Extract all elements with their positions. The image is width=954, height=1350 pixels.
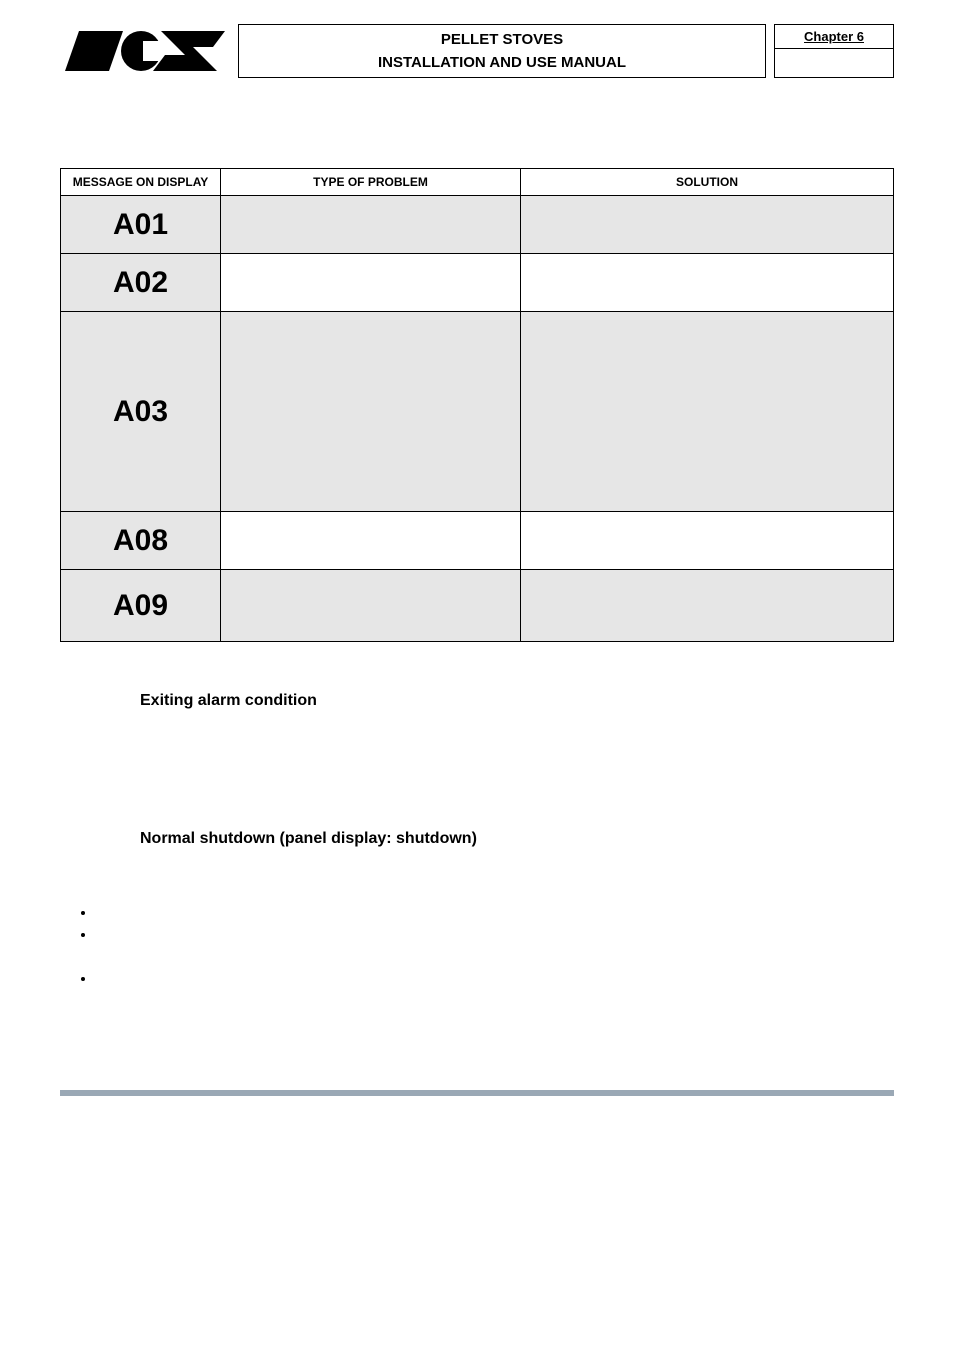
table-row: A01 (61, 196, 894, 254)
alarm-solution-cell (521, 196, 894, 254)
alarm-type-cell (221, 196, 521, 254)
page-header: PELLET STOVES INSTALLATION AND USE MANUA… (60, 24, 894, 78)
col-header-solution: SOLUTION (521, 169, 894, 196)
alarm-type-cell (521, 254, 894, 312)
chapter-column: Chapter 6 (774, 24, 894, 78)
list-item (96, 904, 894, 924)
section-heading-exit-alarm: Exiting alarm condition (140, 692, 894, 710)
alarm-type-cell (221, 570, 521, 642)
list-item (96, 926, 894, 946)
alarm-type-cell (221, 512, 521, 570)
alarm-solution-cell (521, 570, 894, 642)
alarm-solution-cell (521, 312, 894, 512)
table-header-row: MESSAGE ON DISPLAY TYPE OF PROBLEM SOLUT… (61, 169, 894, 196)
alarm-code: A01 (61, 196, 221, 254)
list-item (96, 970, 894, 990)
footer-divider (60, 1090, 894, 1096)
alarm-solution-cell (521, 512, 894, 570)
table-row: A09 (61, 570, 894, 642)
manual-title-line2: INSTALLATION AND USE MANUAL (245, 52, 759, 73)
alarm-table-body: A01 A02 A03 A08 A09 (61, 196, 894, 642)
alarm-type-cell (221, 312, 521, 512)
chapter-label: Chapter 6 (774, 24, 894, 49)
alarm-table: MESSAGE ON DISPLAY TYPE OF PROBLEM SOLUT… (60, 168, 894, 642)
page: PELLET STOVES INSTALLATION AND USE MANUA… (0, 0, 954, 1096)
manual-title-line1: PELLET STOVES (245, 29, 759, 52)
chapter-spacer (774, 49, 894, 78)
alarm-code: A09 (61, 570, 221, 642)
col-header-message: MESSAGE ON DISPLAY (61, 169, 221, 196)
section-heading-normal-shutdown: Normal shutdown (panel display: shutdown… (140, 830, 894, 848)
alarm-type-cell (221, 254, 521, 312)
manual-title-box: PELLET STOVES INSTALLATION AND USE MANUA… (238, 24, 766, 78)
alarm-code: A02 (61, 254, 221, 312)
table-row: A08 (61, 512, 894, 570)
alarm-code: A08 (61, 512, 221, 570)
table-row: A03 (61, 312, 894, 512)
brand-logo (60, 24, 230, 78)
alarm-code: A03 (61, 312, 221, 512)
bullet-list (96, 904, 894, 990)
table-row: A02 (61, 254, 894, 312)
col-header-type: TYPE OF PROBLEM (221, 169, 521, 196)
